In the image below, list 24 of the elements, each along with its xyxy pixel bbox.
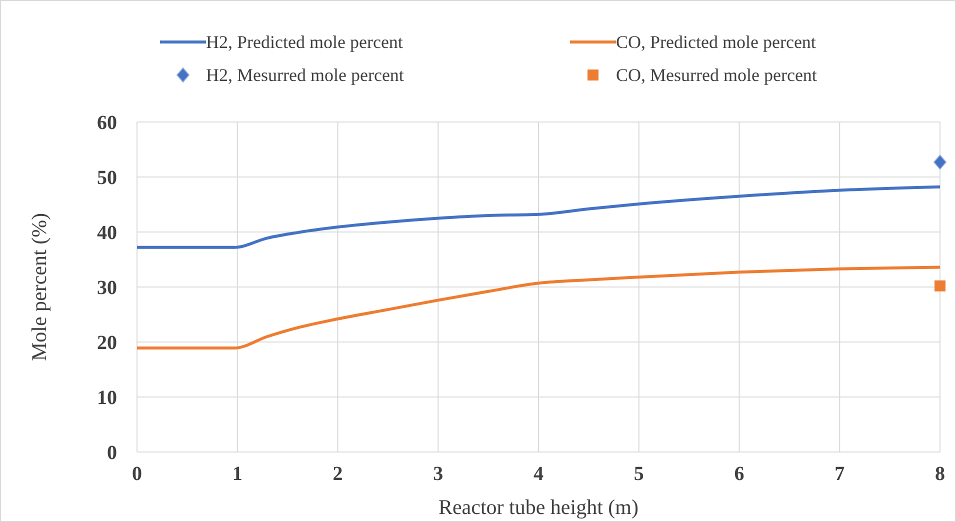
x-tick-label: 0 bbox=[132, 463, 142, 485]
x-tick-label: 5 bbox=[634, 463, 644, 485]
x-tick-label: 3 bbox=[433, 463, 444, 485]
x-tick-label: 6 bbox=[734, 463, 744, 485]
x-tick-label: 8 bbox=[935, 463, 945, 485]
x-tick-label: 4 bbox=[534, 463, 544, 485]
x-axis-title: Reactor tube height (m) bbox=[438, 495, 639, 519]
x-tick-label: 2 bbox=[332, 463, 343, 485]
line-series bbox=[136, 185, 942, 249]
y-tick-label: 40 bbox=[97, 222, 117, 244]
x-tick-label: 7 bbox=[834, 463, 845, 485]
legend-label: CO, Mesurred mole percent bbox=[616, 65, 817, 85]
line-series bbox=[136, 266, 942, 350]
y-tick-label: 60 bbox=[97, 112, 117, 134]
y-tick-label: 30 bbox=[97, 277, 117, 299]
legend-label: H2, Predicted mole percent bbox=[206, 32, 403, 52]
y-tick-label: 50 bbox=[97, 167, 117, 189]
x-tick-label: 1 bbox=[232, 463, 242, 485]
legend-label: CO, Predicted mole percent bbox=[616, 32, 816, 52]
y-tick-label: 20 bbox=[97, 332, 117, 354]
y-tick-label: 0 bbox=[107, 442, 117, 464]
y-tick-label: 10 bbox=[97, 387, 117, 409]
legend-label: H2, Mesurred mole percent bbox=[206, 65, 404, 85]
y-axis-title: Mole percent (%) bbox=[27, 212, 51, 362]
